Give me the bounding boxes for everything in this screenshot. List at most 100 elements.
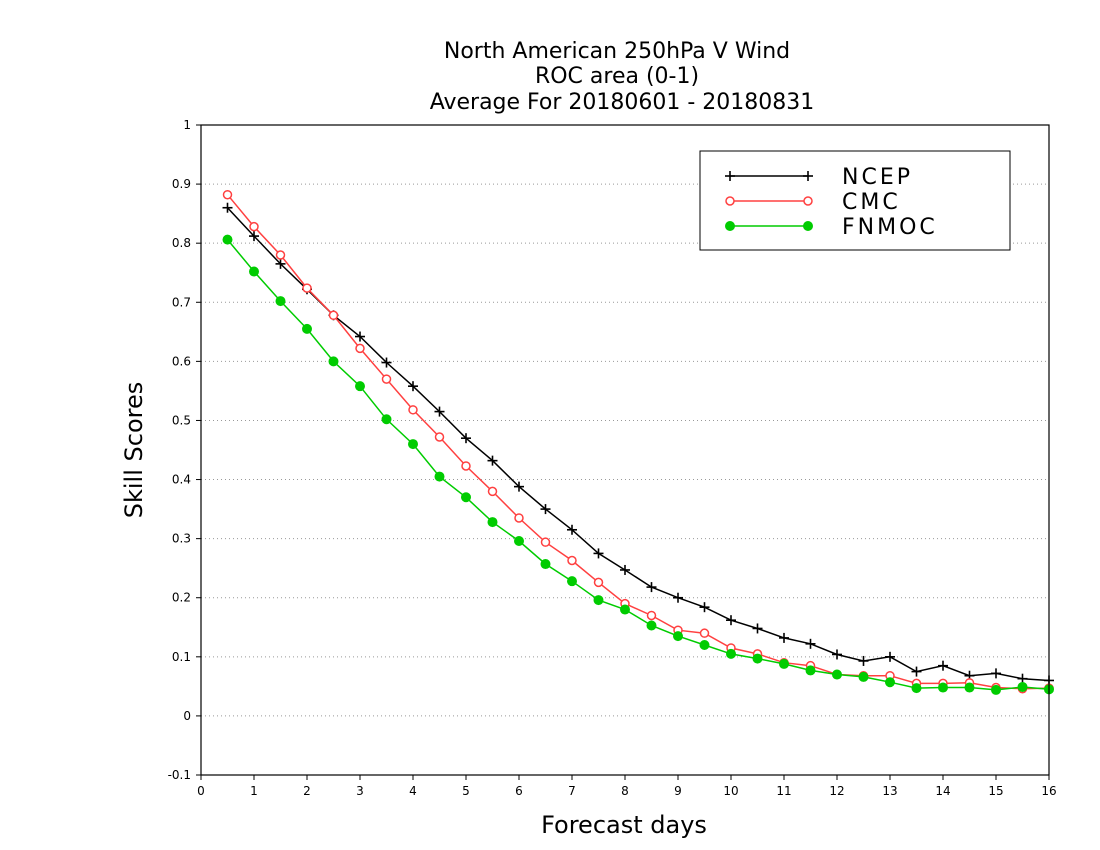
data-point-ncep [805, 638, 816, 649]
series-fnmoc [222, 234, 1054, 695]
data-point-cmc [302, 283, 312, 293]
x-tick-label: 2 [303, 784, 311, 798]
legend-label-ncep: NCEP [842, 165, 913, 190]
legend-marker-ncep [725, 171, 735, 181]
y-tick-label: 0.8 [172, 236, 191, 250]
series-layer [222, 189, 1054, 695]
data-point-cmc [275, 250, 286, 260]
data-point-fnmoc [381, 414, 392, 425]
series-line-cmc [226, 194, 1050, 690]
data-point-fnmoc [222, 234, 233, 245]
data-point-ncep [620, 564, 630, 575]
data-point-fnmoc [699, 640, 710, 650]
data-point-ncep [991, 668, 1001, 679]
data-point-fnmoc [991, 684, 1001, 695]
data-point-fnmoc [752, 653, 763, 664]
data-point-fnmoc [540, 559, 551, 570]
x-tick-label: 13 [882, 784, 897, 798]
axes: -0.100.10.20.30.40.50.60.70.80.910 1 2 3 4 5 6… [168, 118, 1057, 798]
data-point-ncep [726, 615, 736, 626]
data-point-ncep [355, 331, 365, 342]
data-point-ncep [832, 649, 842, 660]
data-point-ncep [567, 524, 577, 535]
data-point-ncep [858, 655, 869, 666]
series-ncep [222, 202, 1054, 686]
chart-title: North American 250hPa V Wind ROC area (0… [430, 39, 815, 115]
data-point-ncep [222, 202, 233, 213]
y-tick-label: 0.3 [172, 532, 191, 546]
data-point-ncep [408, 381, 418, 392]
grid [201, 183, 1049, 717]
chart-title-line-3: Average For 20180601 - 20180831 [430, 90, 815, 115]
y-tick-label: 0.9 [172, 177, 191, 191]
data-point-cmc [646, 610, 657, 621]
data-point-ncep [275, 258, 286, 269]
data-point-fnmoc [726, 648, 736, 659]
x-tick-label: 7 [568, 784, 576, 798]
data-point-cmc [408, 405, 418, 415]
data-point-fnmoc [885, 677, 895, 688]
data-point-fnmoc [355, 381, 365, 392]
data-point-fnmoc [858, 671, 869, 682]
legend-marker-ncep [803, 171, 813, 181]
x-tick-label: 4 [409, 784, 417, 798]
legend-marker-fnmoc [725, 221, 735, 231]
data-point-cmc [540, 537, 551, 547]
data-point-cmc [434, 432, 445, 442]
x-tick-label: 15 [988, 784, 1003, 798]
data-point-cmc [328, 310, 339, 321]
y-tick-label: 0.1 [172, 650, 191, 664]
data-point-cmc [461, 461, 471, 471]
data-point-ncep [779, 632, 789, 643]
chart-title-line-1: North American 250hPa V Wind [444, 39, 790, 64]
series-line-ncep [226, 207, 1050, 682]
data-point-ncep [885, 651, 895, 662]
y-tick-label: 0 [183, 709, 191, 723]
data-point-fnmoc [408, 439, 418, 450]
data-point-fnmoc [779, 658, 789, 669]
legend-item-ncep: NCEP [725, 165, 913, 190]
x-tick-label: 12 [829, 784, 844, 798]
data-point-ncep [752, 623, 763, 634]
data-point-fnmoc [275, 296, 286, 307]
y-tick-label: 0.5 [172, 413, 191, 427]
x-tick-label: 14 [935, 784, 950, 798]
data-point-cmc [222, 189, 233, 200]
x-tick-label: 0 [197, 784, 205, 798]
data-point-cmc [699, 628, 710, 638]
legend-label-cmc: CMC [842, 190, 901, 215]
data-point-fnmoc [832, 669, 842, 680]
data-point-fnmoc [673, 631, 683, 642]
data-point-ncep [938, 660, 948, 671]
y-tick-label: 0.6 [172, 354, 191, 368]
legend-marker-fnmoc [803, 221, 813, 231]
data-point-fnmoc [911, 683, 922, 694]
data-point-ncep [249, 231, 259, 242]
data-point-fnmoc [1017, 681, 1028, 692]
x-tick-label: 8 [621, 784, 629, 798]
data-point-ncep [381, 357, 392, 368]
data-point-fnmoc [938, 682, 948, 693]
series-line-fnmoc [226, 239, 1050, 691]
data-point-ncep [699, 602, 710, 613]
x-tick-label: 16 [1041, 784, 1056, 798]
x-tick-label: 10 [723, 784, 738, 798]
data-point-fnmoc [805, 665, 816, 676]
x-tick-label: 11 [776, 784, 791, 798]
data-point-ncep [540, 504, 551, 515]
data-point-fnmoc [249, 266, 259, 277]
data-point-ncep [593, 548, 604, 559]
data-point-cmc [355, 343, 365, 354]
data-point-fnmoc [620, 604, 630, 615]
data-point-ncep [911, 666, 922, 677]
data-point-fnmoc [487, 517, 498, 528]
x-axis-label: Forecast days [541, 811, 707, 839]
legend-label-fnmoc: FNMOC [842, 215, 938, 240]
data-point-ncep [461, 433, 471, 444]
data-point-cmc [593, 577, 604, 588]
y-tick-label: 0.4 [172, 473, 191, 487]
y-tick-label: 0.7 [172, 295, 191, 309]
legend-marker-cmc [803, 196, 813, 206]
